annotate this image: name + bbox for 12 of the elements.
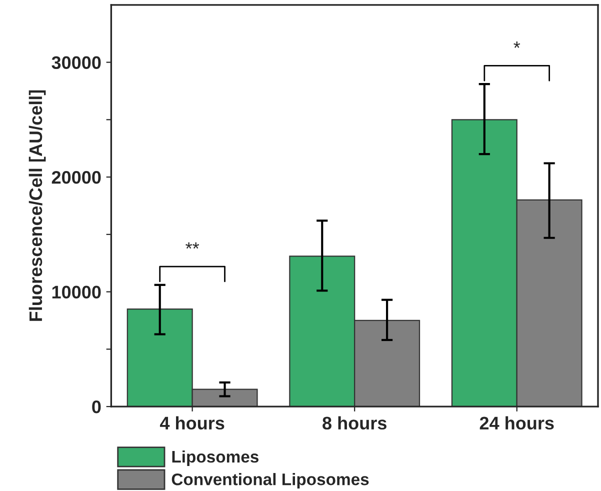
- y-tick-label: 0: [92, 400, 101, 414]
- y-tick-label: 10000: [52, 286, 101, 299]
- x-tick-label: 4 hours: [160, 416, 224, 430]
- x-tick-label: 24 hours: [480, 416, 554, 430]
- y-tick-label: 30000: [52, 56, 101, 70]
- y-tick-label: 20000: [52, 170, 101, 184]
- y-axis-title: Fluorescence/Cell [AU/cell]: [28, 90, 46, 321]
- annotation: **: [186, 242, 200, 249]
- legend-label: Liposomes: [172, 450, 258, 466]
- x-tick-label: 8 hours: [322, 416, 386, 430]
- legend-label: Conventional Liposomes: [172, 473, 369, 489]
- annotation: *: [514, 42, 520, 48]
